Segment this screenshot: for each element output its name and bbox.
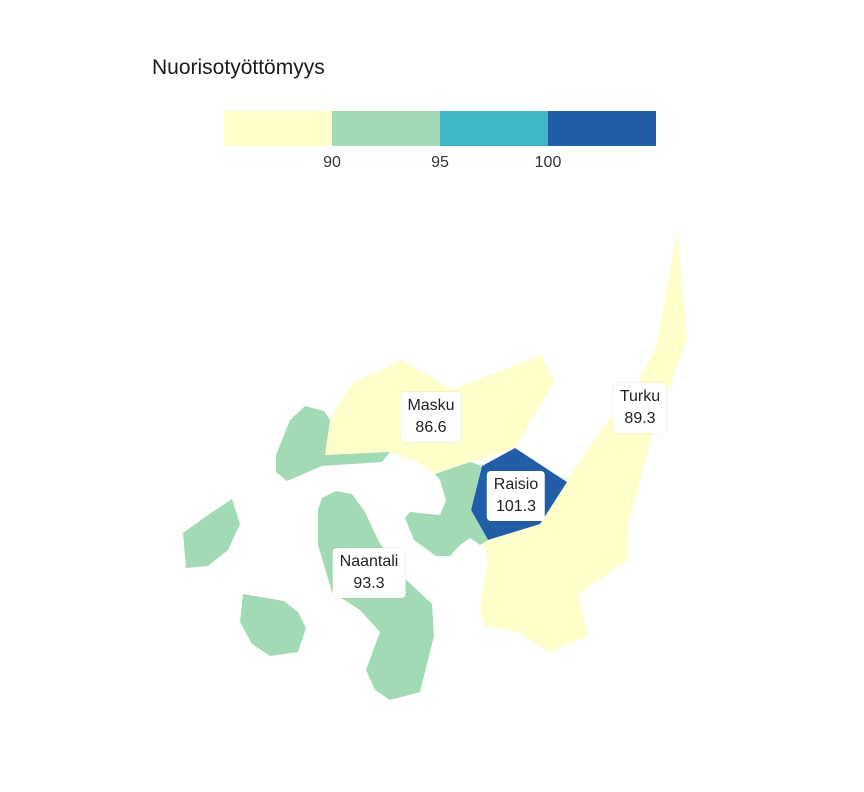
legend-tick-90: 90: [323, 154, 341, 171]
legend-bin-1: [224, 111, 332, 146]
region-name-turku: Turku: [619, 388, 661, 405]
region-name-naantali: Naantali: [339, 553, 399, 570]
legend-bin-2: [332, 111, 440, 146]
legend-bin-3: [440, 111, 548, 146]
legend-color-bar: [224, 111, 656, 146]
region-turku[interactable]: [480, 228, 687, 652]
legend-tick-100: 100: [534, 154, 562, 171]
region-value-naantali: 93.3: [353, 575, 385, 592]
region-value-masku: 86.6: [415, 419, 447, 436]
legend-title: Nuorisotyöttömyys: [152, 56, 325, 79]
region-label-naantali: Naantali 93.3: [332, 548, 406, 598]
region-name-raisio: Raisio: [493, 476, 539, 493]
legend-bin-4: [548, 111, 656, 146]
region-name-masku: Masku: [407, 397, 455, 414]
region-value-turku: 89.3: [624, 410, 656, 427]
region-value-raisio: 101.3: [495, 498, 537, 515]
region-label-turku: Turku 89.3: [612, 383, 668, 433]
legend-tick-95: 95: [431, 154, 449, 171]
region-label-masku: Masku 86.6: [400, 392, 462, 442]
region-label-raisio: Raisio 101.3: [486, 471, 546, 521]
